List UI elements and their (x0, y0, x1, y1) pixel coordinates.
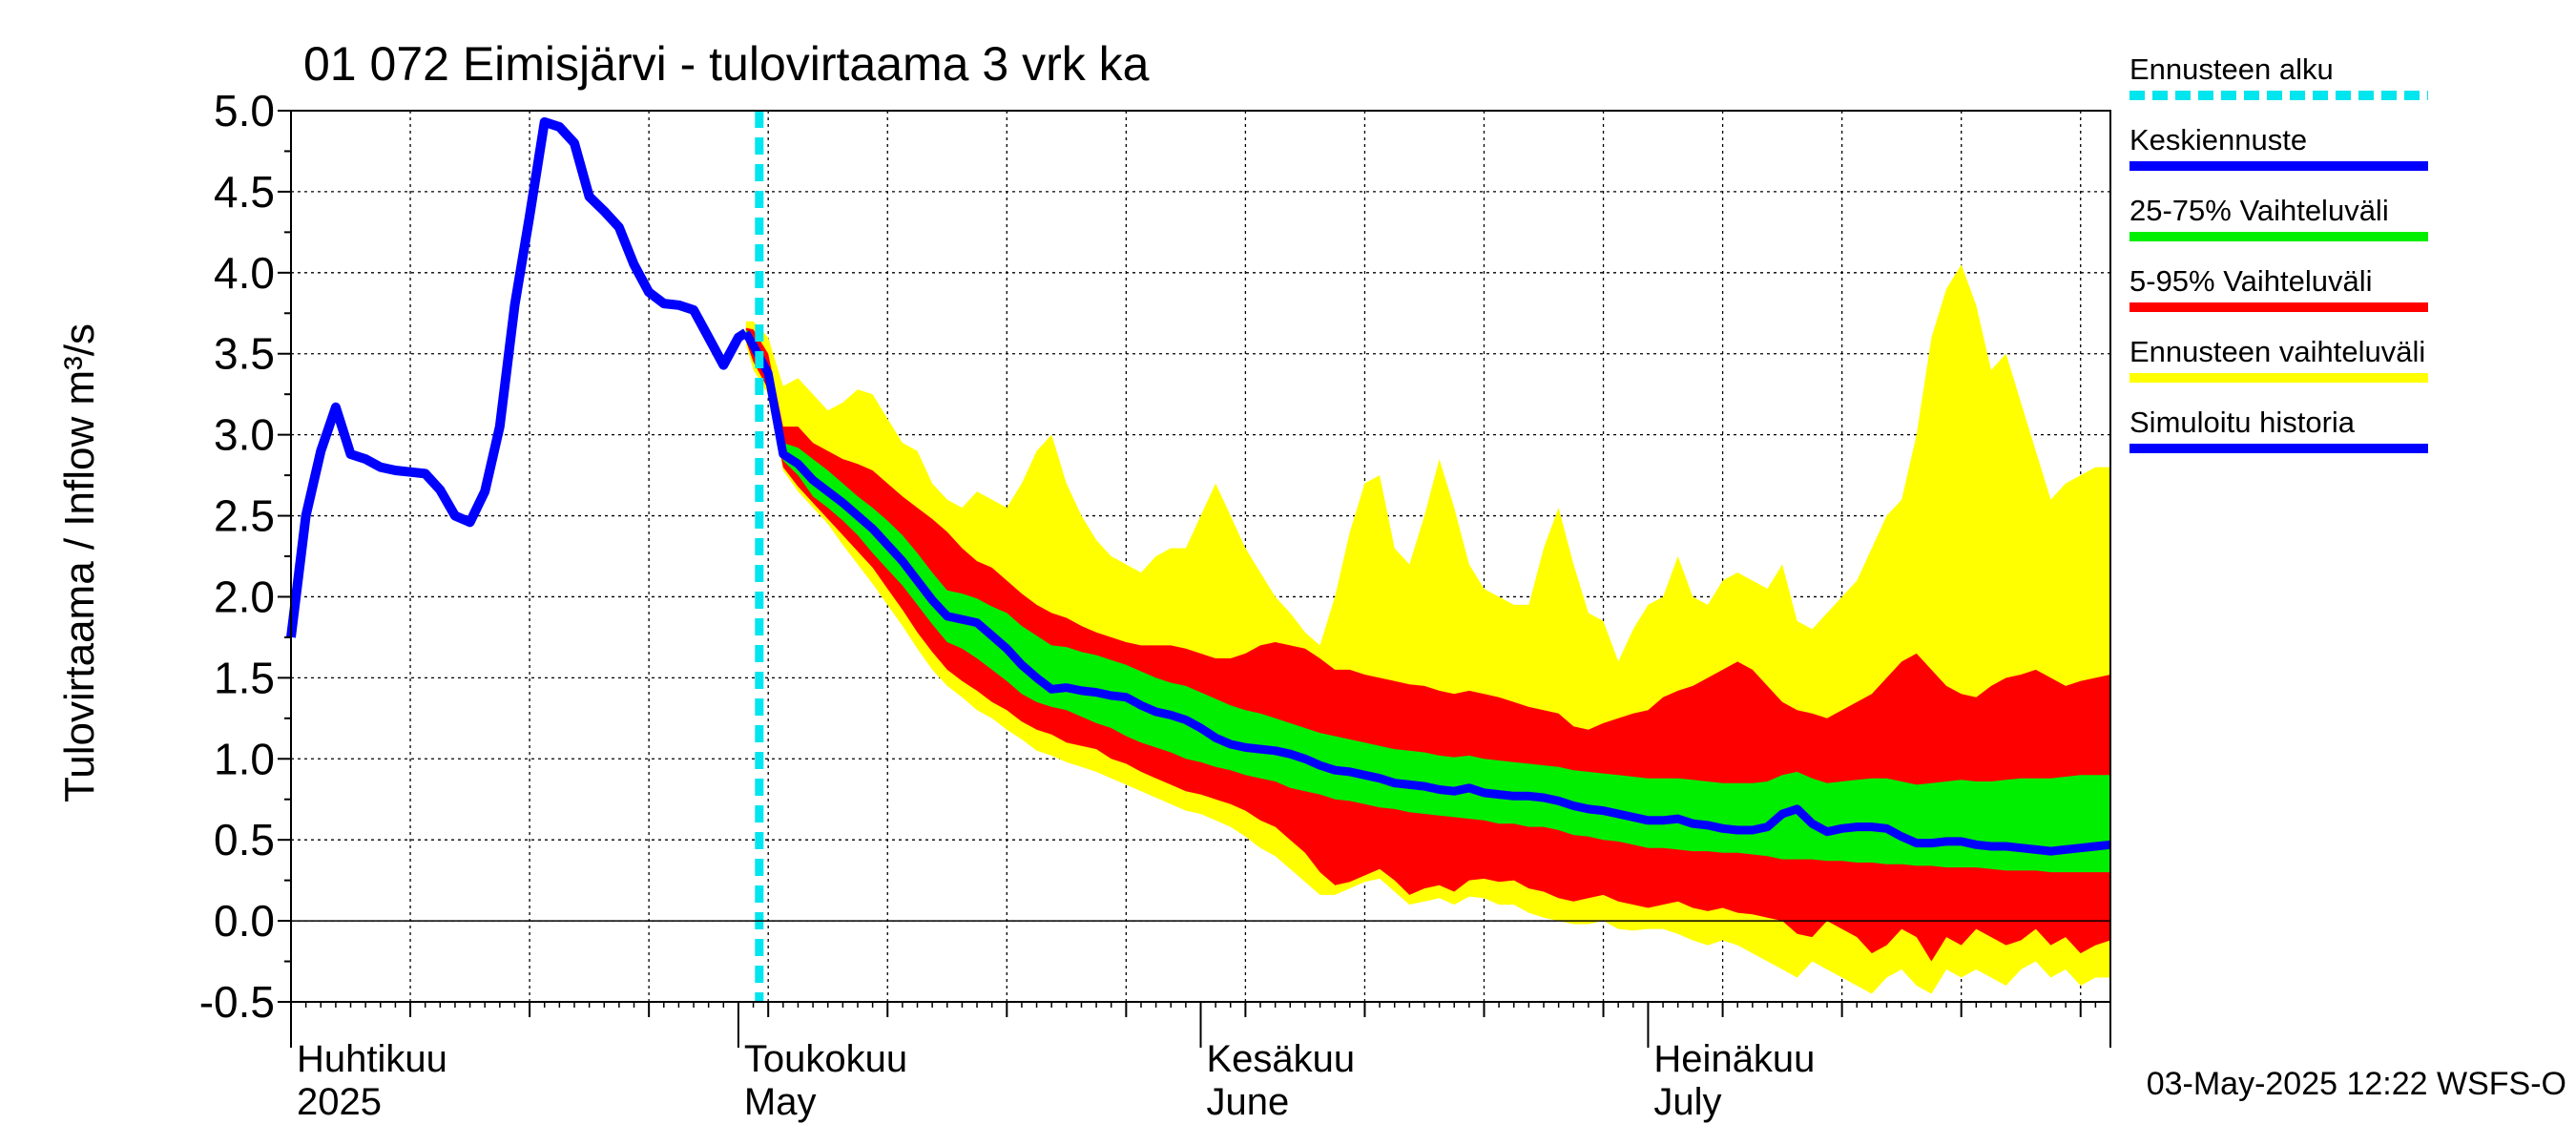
simulated-history-line (286, 116, 749, 638)
x-month-label-fi: Huhtikuu (297, 1038, 447, 1080)
legend-label: 25-75% Vaihteluväli (2129, 194, 2389, 227)
y-tick-label: 4.0 (214, 248, 275, 298)
x-month-label-fi: Kesäkuu (1207, 1038, 1356, 1080)
y-axis-label: Tulovirtaama / Inflow m³/s (56, 323, 103, 802)
median-forecast-line (741, 330, 2111, 856)
band-25-75 (745, 329, 2110, 873)
y-tick-label: 5.0 (214, 86, 275, 135)
series-lines (286, 116, 2111, 856)
y-tick-label: 2.0 (214, 572, 275, 621)
legend: Ennusteen alku Keskiennuste 25-75% Vaihtel… (2129, 52, 2428, 453)
legend-label: Simuloitu historia (2129, 406, 2356, 439)
x-month-label-en: May (744, 1081, 817, 1123)
y-tick-label: 3.5 (214, 329, 275, 379)
y-axis: 5.0 4.5 4.0 3.5 3.0 2.5 2.0 1.5 1.0 0.5 0.0 -0.5 (199, 86, 291, 1027)
y-tick-label: 2.5 (214, 491, 275, 541)
y-tick-label: -0.5 (199, 977, 275, 1027)
legend-label: Ennusteen vaihteluväli (2129, 335, 2425, 368)
y-tick-label: 1.5 (214, 653, 275, 702)
y-tick-label: 4.5 (214, 167, 275, 217)
y-tick-label: 1.0 (214, 734, 275, 783)
footer-timestamp: 03-May-2025 12:22 WSFS-O (2147, 1066, 2566, 1102)
chart-title: 01 072 Eimisjärvi - tulovirtaama 3 vrk k… (303, 37, 1150, 91)
legend-label: Ennusteen alku (2129, 52, 2334, 86)
x-month-label-en: June (1207, 1081, 1290, 1123)
x-month-label-fi: Toukokuu (744, 1038, 907, 1080)
x-month-label-en: 2025 (297, 1081, 382, 1123)
legend-label: 5-95% Vaihteluväli (2129, 264, 2372, 298)
y-tick-label: 0.5 (214, 815, 275, 864)
band-25-75-area (745, 329, 2110, 873)
x-month-label-fi: Heinäkuu (1653, 1038, 1815, 1080)
y-tick-label: 3.0 (214, 410, 275, 460)
legend-label: Keskiennuste (2129, 123, 2307, 156)
x-month-label-en: July (1653, 1081, 1721, 1123)
y-tick-label: 0.0 (214, 896, 275, 946)
